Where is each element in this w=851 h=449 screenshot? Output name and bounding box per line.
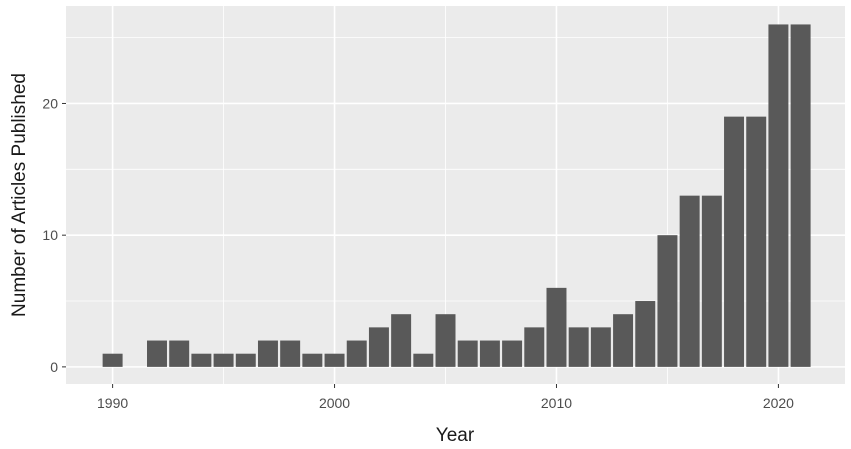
bar-1990 bbox=[102, 353, 123, 367]
bar-2017 bbox=[701, 195, 722, 367]
bars bbox=[102, 24, 811, 367]
bar-2001 bbox=[346, 340, 367, 367]
bar-2008 bbox=[502, 340, 523, 367]
bar-2018 bbox=[724, 116, 745, 367]
bar-2021 bbox=[790, 24, 811, 367]
bar-2011 bbox=[568, 327, 589, 367]
bar-2014 bbox=[635, 301, 656, 367]
bar-1996 bbox=[235, 353, 256, 367]
bar-2005 bbox=[435, 314, 456, 367]
bar-2013 bbox=[613, 314, 634, 367]
x-axis: 1990 2000 2010 2020 bbox=[97, 384, 794, 411]
x-tick-label: 2000 bbox=[319, 395, 350, 411]
y-axis-title: Number of Articles Published bbox=[9, 73, 30, 317]
y-tick-label: 20 bbox=[42, 95, 58, 111]
bar-2015 bbox=[657, 235, 678, 367]
y-tick-label: 0 bbox=[50, 359, 58, 375]
bar-2004 bbox=[413, 353, 434, 367]
bar-2003 bbox=[391, 314, 412, 367]
bar-2010 bbox=[546, 287, 567, 367]
y-tick-label: 10 bbox=[42, 227, 58, 243]
bar-2016 bbox=[679, 195, 700, 367]
bar-2009 bbox=[524, 327, 545, 367]
x-axis-title: Year bbox=[436, 425, 475, 446]
bar-1995 bbox=[213, 353, 234, 367]
bar-2012 bbox=[590, 327, 611, 367]
bar-1994 bbox=[191, 353, 212, 367]
y-axis: 0 10 20 bbox=[42, 95, 66, 375]
bar-2020 bbox=[768, 24, 789, 367]
bar-2000 bbox=[324, 353, 345, 367]
bar-2019 bbox=[746, 116, 767, 367]
bar-2007 bbox=[479, 340, 500, 367]
bar-1992 bbox=[147, 340, 167, 367]
x-tick-label: 2010 bbox=[541, 395, 572, 411]
bar-1997 bbox=[257, 340, 278, 367]
bar-1998 bbox=[280, 340, 301, 367]
bar-2006 bbox=[457, 340, 478, 367]
bar-1993 bbox=[169, 340, 190, 367]
bar-1999 bbox=[302, 353, 323, 367]
bar-2002 bbox=[368, 327, 389, 367]
x-tick-label: 1990 bbox=[97, 395, 128, 411]
x-tick-label: 2020 bbox=[763, 395, 794, 411]
